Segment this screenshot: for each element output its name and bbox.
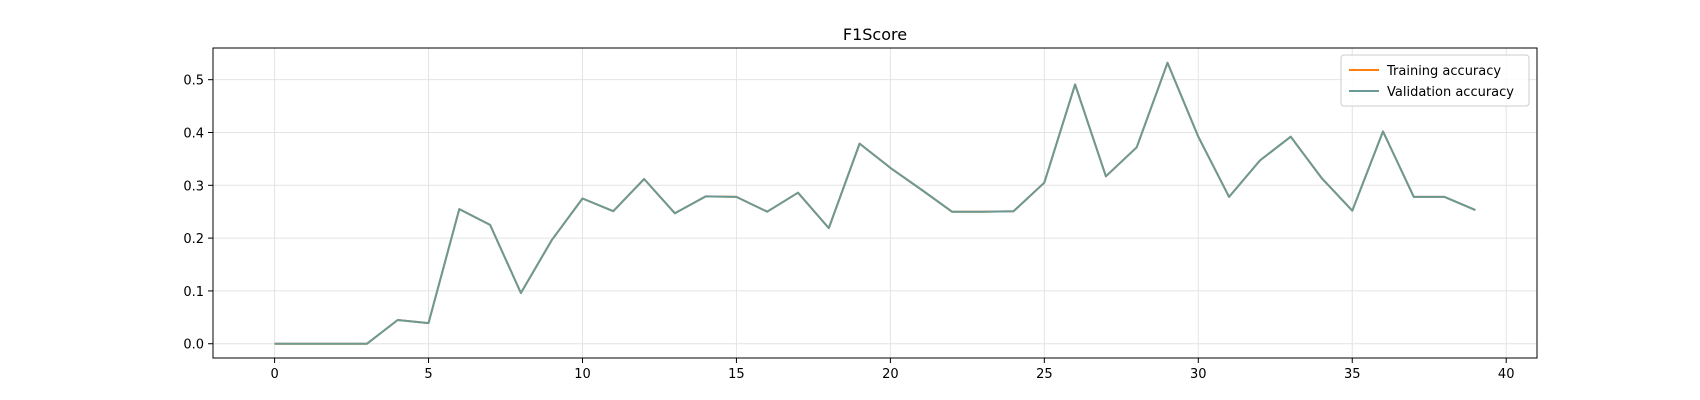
y-tick-label: 0.5 xyxy=(183,74,204,89)
x-tick-label: 10 xyxy=(574,367,591,382)
x-tick-label: 20 xyxy=(882,367,899,382)
legend: Training accuracy Validation accuracy xyxy=(1340,54,1530,107)
x-tick-label: 40 xyxy=(1498,367,1515,382)
y-tick-label: 0.3 xyxy=(183,179,204,194)
y-tick-label: 0.4 xyxy=(183,126,204,141)
y-tick-label: 0.1 xyxy=(183,285,204,300)
x-tick-label: 35 xyxy=(1344,367,1361,382)
x-tick-label: 5 xyxy=(424,367,432,382)
y-axis: 0.0 0.1 0.2 0.3 0.4 0.5 xyxy=(183,74,213,353)
plot-frame xyxy=(212,47,1538,359)
chart-title: F1Score xyxy=(843,25,907,44)
grid xyxy=(213,48,1537,358)
series-line-training-accuracy xyxy=(274,61,1476,345)
legend-label: Training accuracy xyxy=(1386,64,1501,79)
legend-label: Validation accuracy xyxy=(1387,85,1514,100)
x-axis: 0 5 10 15 20 25 30 35 40 xyxy=(270,358,1514,382)
x-tick-label: 0 xyxy=(270,367,278,382)
x-tick-label: 25 xyxy=(1036,367,1053,382)
y-tick-label: 0.2 xyxy=(183,232,204,247)
series-line-validation-accuracy xyxy=(274,61,1476,345)
x-tick-label: 30 xyxy=(1190,367,1207,382)
series-lines xyxy=(274,61,1476,345)
y-tick-label: 0.0 xyxy=(183,338,204,353)
legend-box xyxy=(1340,54,1530,107)
x-tick-label: 15 xyxy=(728,367,745,382)
